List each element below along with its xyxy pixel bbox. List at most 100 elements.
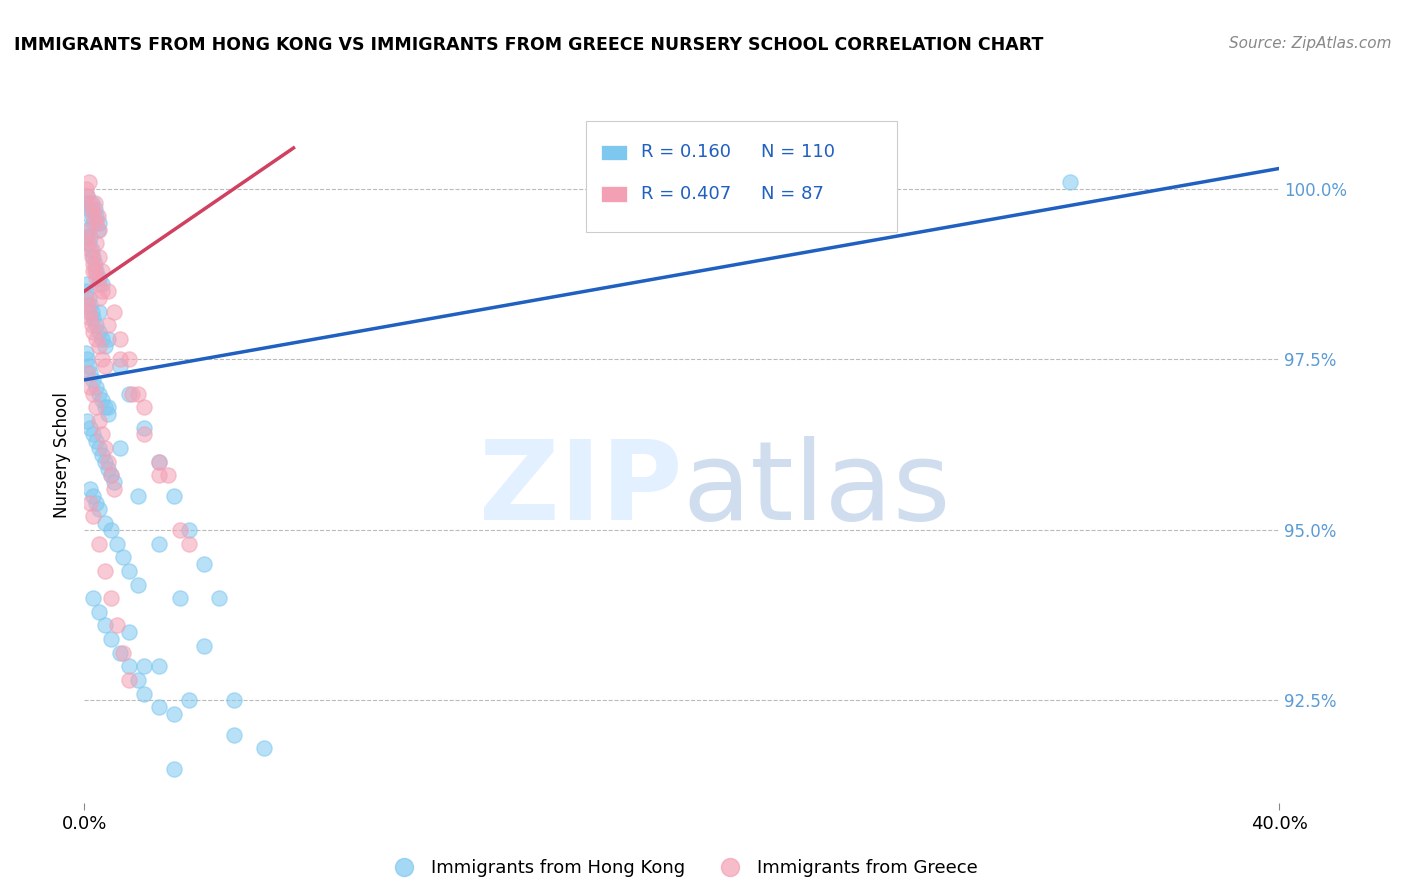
Point: [222, 693, 245, 707]
Point: [148, 659, 170, 673]
Point: [97, 407, 120, 421]
Point: [86, 264, 108, 278]
Point: [77, 236, 100, 251]
Text: N = 110: N = 110: [761, 144, 835, 161]
Point: [86, 270, 108, 285]
Point: [82, 264, 104, 278]
Point: [100, 523, 122, 537]
Point: [94, 359, 117, 374]
Point: [76, 236, 98, 251]
Point: [127, 386, 149, 401]
Point: [79, 209, 101, 223]
Point: [118, 659, 141, 673]
Point: [148, 536, 170, 550]
Point: [77, 223, 100, 237]
Text: N = 87: N = 87: [761, 185, 824, 203]
Point: [83, 202, 105, 217]
Point: [148, 455, 170, 469]
Point: [75, 182, 97, 196]
Point: [110, 359, 132, 374]
Point: [97, 284, 120, 298]
Point: [91, 332, 114, 346]
Point: [100, 591, 122, 606]
FancyBboxPatch shape: [600, 145, 627, 160]
Point: [89, 277, 111, 292]
Point: [91, 448, 114, 462]
Point: [89, 270, 111, 285]
Point: [91, 277, 114, 292]
Point: [79, 380, 101, 394]
Point: [89, 536, 111, 550]
Point: [132, 400, 156, 414]
Point: [80, 318, 103, 333]
Point: [208, 591, 231, 606]
Point: [89, 605, 111, 619]
Point: [89, 216, 111, 230]
Legend: Immigrants from Hong Kong, Immigrants from Greece: Immigrants from Hong Kong, Immigrants fr…: [378, 852, 986, 884]
Point: [83, 264, 105, 278]
Point: [91, 264, 114, 278]
Point: [76, 298, 98, 312]
Point: [100, 632, 122, 646]
Point: [118, 673, 141, 687]
Point: [75, 229, 97, 244]
Point: [86, 496, 108, 510]
Point: [89, 414, 111, 428]
Point: [110, 441, 132, 455]
Point: [132, 420, 156, 434]
Point: [163, 489, 186, 503]
Point: [86, 236, 108, 251]
Point: [110, 646, 132, 660]
Point: [127, 577, 149, 591]
Text: IMMIGRANTS FROM HONG KONG VS IMMIGRANTS FROM GREECE NURSERY SCHOOL CORRELATION C: IMMIGRANTS FROM HONG KONG VS IMMIGRANTS …: [14, 36, 1043, 54]
Point: [76, 366, 98, 380]
Point: [177, 523, 200, 537]
Point: [82, 509, 104, 524]
Point: [83, 195, 105, 210]
Point: [80, 304, 103, 318]
Point: [83, 257, 105, 271]
Point: [100, 468, 122, 483]
Point: [132, 427, 156, 442]
Point: [89, 325, 111, 339]
Point: [80, 195, 103, 210]
Point: [79, 298, 101, 312]
Point: [163, 707, 186, 722]
Point: [127, 673, 149, 687]
Point: [76, 414, 98, 428]
Point: [177, 693, 200, 707]
Point: [94, 400, 117, 414]
Point: [77, 202, 100, 217]
Point: [76, 188, 98, 202]
Point: [177, 536, 200, 550]
Point: [86, 332, 108, 346]
Point: [97, 332, 120, 346]
Point: [112, 646, 135, 660]
Point: [82, 591, 104, 606]
Point: [127, 489, 149, 503]
Point: [75, 195, 97, 210]
Point: [132, 687, 156, 701]
Point: [89, 223, 111, 237]
Y-axis label: Nursery School: Nursery School: [53, 392, 72, 518]
Point: [80, 250, 103, 264]
Point: [94, 339, 117, 353]
Text: R = 0.160: R = 0.160: [641, 144, 731, 161]
Point: [94, 618, 117, 632]
Point: [148, 455, 170, 469]
Point: [77, 175, 100, 189]
Point: [79, 366, 101, 380]
Point: [87, 209, 110, 223]
Point: [148, 468, 170, 483]
Point: [79, 229, 101, 244]
Point: [105, 618, 128, 632]
Point: [77, 359, 100, 374]
Point: [82, 386, 104, 401]
Point: [79, 420, 101, 434]
Point: [76, 277, 98, 292]
Point: [82, 209, 104, 223]
Point: [222, 728, 245, 742]
Point: [82, 216, 104, 230]
Text: Source: ZipAtlas.com: Source: ZipAtlas.com: [1229, 36, 1392, 51]
Point: [103, 482, 125, 496]
